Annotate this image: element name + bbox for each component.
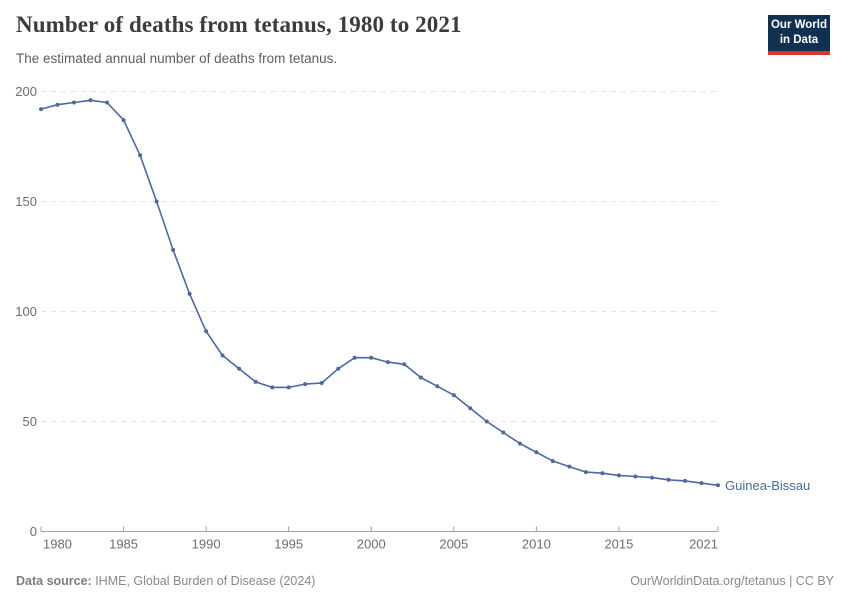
data-point-marker[interactable] (484, 419, 489, 424)
data-point-marker[interactable] (616, 473, 621, 478)
data-point-marker[interactable] (270, 385, 275, 390)
data-source: Data source: IHME, Global Burden of Dise… (16, 574, 315, 588)
owid-logo-line2: in Data (779, 33, 819, 46)
chart-footer: Data source: IHME, Global Burden of Dise… (16, 574, 834, 588)
y-tick-label: 50 (23, 414, 37, 429)
data-point-marker[interactable] (501, 430, 506, 435)
chart-title: Number of deaths from tetanus, 1980 to 2… (16, 12, 462, 37)
data-point-marker[interactable] (451, 393, 456, 398)
y-tick-label: 200 (15, 84, 37, 99)
data-source-label: Data source: (16, 574, 92, 588)
data-point-marker[interactable] (402, 362, 407, 367)
data-point-marker[interactable] (72, 100, 76, 105)
data-point-marker[interactable] (303, 382, 308, 387)
data-point-marker[interactable] (418, 375, 423, 380)
data-point-marker[interactable] (39, 107, 43, 112)
data-point-marker[interactable] (716, 483, 720, 488)
data-point-marker[interactable] (336, 366, 341, 371)
x-tick-label: 2015 (604, 537, 633, 552)
data-point-marker[interactable] (468, 406, 473, 411)
x-tick-label: 2000 (357, 537, 386, 552)
data-point-marker[interactable] (435, 384, 440, 389)
y-tick-label: 100 (15, 304, 37, 319)
data-point-marker[interactable] (567, 464, 572, 469)
data-point-marker[interactable] (121, 118, 126, 123)
y-tick-label: 0 (30, 524, 37, 539)
x-tick-label: 1985 (109, 537, 138, 552)
x-tick-label: 2021 (689, 537, 718, 552)
x-tick-label: 2010 (522, 537, 551, 552)
data-point-marker[interactable] (550, 459, 555, 464)
data-point-marker[interactable] (105, 100, 109, 105)
data-point-marker[interactable] (154, 199, 159, 204)
owid-logo-line1: Our World (770, 19, 827, 31)
data-point-marker[interactable] (699, 481, 704, 486)
data-point-marker[interactable] (88, 98, 93, 103)
data-point-marker[interactable] (369, 355, 374, 360)
data-point-marker[interactable] (583, 470, 588, 475)
data-point-marker[interactable] (319, 381, 324, 385)
data-point-marker[interactable] (600, 471, 605, 476)
data-point-marker[interactable] (633, 474, 638, 479)
data-point-marker[interactable] (650, 475, 654, 480)
data-point-marker[interactable] (286, 385, 291, 390)
data-point-marker[interactable] (55, 102, 60, 107)
x-tick-label: 1990 (192, 537, 221, 552)
data-point-marker[interactable] (187, 291, 192, 296)
x-tick-label: 1995 (274, 537, 303, 552)
data-point-marker[interactable] (237, 366, 242, 371)
chart-subtitle: The estimated annual number of deaths fr… (16, 51, 338, 66)
data-point-marker[interactable] (683, 478, 687, 483)
data-point-marker[interactable] (385, 360, 390, 365)
owid-logo[interactable]: Our World in Data (768, 15, 830, 55)
data-point-marker[interactable] (171, 247, 176, 252)
x-tick-label: 2005 (439, 537, 468, 552)
data-point-marker[interactable] (352, 355, 357, 360)
series-line-guinea-bissau[interactable] (40, 99, 719, 487)
attribution-link[interactable]: OurWorldinData.org/tetanus | CC BY (630, 574, 834, 588)
entity-label[interactable]: Guinea-Bissau (725, 478, 810, 493)
y-tick-label: 150 (15, 194, 37, 209)
data-point-marker[interactable] (517, 441, 522, 446)
data-point-marker[interactable] (666, 477, 671, 482)
data-point-marker[interactable] (138, 153, 143, 158)
data-point-marker[interactable] (220, 353, 225, 358)
x-tick-label: 1980 (43, 537, 72, 552)
data-point-marker[interactable] (534, 450, 539, 455)
data-source-text: IHME, Global Burden of Disease (2024) (91, 574, 316, 588)
data-point-marker[interactable] (253, 379, 258, 384)
data-point-marker[interactable] (204, 329, 209, 334)
